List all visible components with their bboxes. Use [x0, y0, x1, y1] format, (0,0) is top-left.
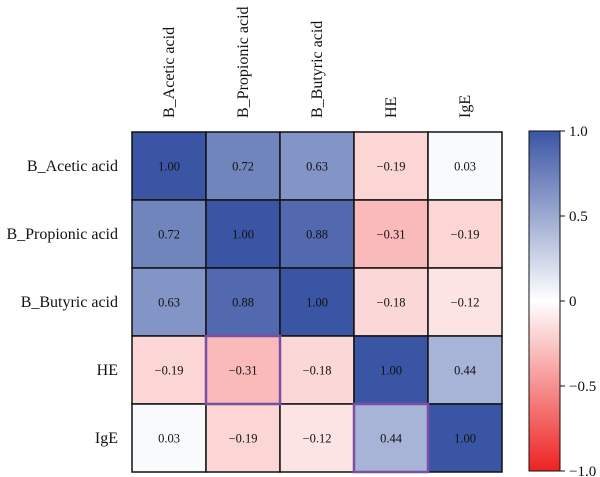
- colorbar: 1.0 0.5 0 −0.5 −1.0: [528, 124, 596, 477]
- heatmap-cell: [279, 131, 355, 201]
- cell-value-label: 0.88: [232, 296, 254, 310]
- cell-value-label: 0.44: [380, 432, 403, 446]
- colorbar-tick-label: 0: [569, 294, 577, 310]
- column-label: B_Propionic acid: [235, 6, 252, 118]
- row-label: B_Propionic acid: [6, 226, 118, 243]
- heatmap-cell: [427, 335, 503, 405]
- cell-value-label: 0.63: [306, 160, 328, 174]
- cell-value-label: −0.12: [303, 432, 332, 446]
- row-label: B_Butyric acid: [21, 294, 118, 311]
- cell-value-label: −0.31: [377, 228, 406, 242]
- cell-value-label: 0.03: [454, 160, 476, 174]
- cell-value-label: 0.03: [158, 432, 180, 446]
- heatmap-cell: [353, 335, 429, 405]
- row-label: B_Acetic acid: [27, 158, 118, 175]
- heatmap-cell: [205, 131, 281, 201]
- highlighted-cell-border: [204, 334, 282, 406]
- heatmap-cell: [427, 199, 503, 269]
- heatmap-cells: 1.00 0.72 0.63 −0.19 0.03 0.72 1.00 0.88 −0.31 −0…: [131, 131, 503, 473]
- heatmap-cell: [427, 403, 503, 473]
- cell-value-label: 0.72: [158, 228, 180, 242]
- heatmap-cell: [279, 199, 355, 269]
- cell-value-label: 1.00: [306, 296, 328, 310]
- colorbar-tick-label: 1.0: [569, 124, 588, 140]
- colorbar-tick-label: 0.5: [569, 209, 588, 225]
- cell-value-label: 0.44: [454, 364, 477, 378]
- column-label: B_Butyric acid: [309, 21, 326, 118]
- cell-value-label: −0.19: [377, 160, 406, 174]
- heatmap-cell: [131, 335, 207, 405]
- cell-value-label: −0.18: [303, 364, 332, 378]
- row-label: IgE: [95, 430, 118, 447]
- cell-value-label: −0.19: [451, 228, 480, 242]
- heatmap-cell: [131, 199, 207, 269]
- colorbar-tick-label: −0.5: [569, 379, 596, 395]
- row-label: HE: [97, 362, 118, 379]
- heatmap-cell: [205, 267, 281, 337]
- cell-value-label: 0.88: [306, 228, 328, 242]
- column-label: IgE: [457, 95, 474, 118]
- column-label: B_Acetic acid: [161, 27, 178, 118]
- cell-value-label: 1.00: [158, 160, 180, 174]
- cell-value-label: 0.63: [158, 296, 180, 310]
- cell-value-label: −0.12: [451, 296, 480, 310]
- heatmap-cell: [131, 403, 207, 473]
- cell-value-label: −0.18: [377, 296, 406, 310]
- highlighted-cells: [204, 334, 430, 474]
- colorbar-gradient: [528, 130, 561, 472]
- column-labels: B_Acetic acid B_Propionic acid B_Butyric a…: [161, 6, 474, 118]
- cell-value-label: −0.19: [155, 364, 184, 378]
- cell-value-label: −0.31: [229, 364, 258, 378]
- heatmap-cell: [279, 403, 355, 473]
- column-label: HE: [383, 97, 400, 118]
- heatmap-cell: [353, 267, 429, 337]
- colorbar-tick-label: −1.0: [569, 464, 596, 477]
- cell-value-label: 1.00: [232, 228, 254, 242]
- cell-value-label: 1.00: [454, 432, 476, 446]
- cell-value-label: 0.72: [232, 160, 254, 174]
- row-labels: B_Acetic acid B_Propionic acid B_Butyric a…: [6, 158, 118, 447]
- cell-value-label: −0.19: [229, 432, 258, 446]
- heatmap-cell: [131, 131, 207, 201]
- highlighted-cell-border: [352, 402, 430, 474]
- cell-value-label: 1.00: [380, 364, 402, 378]
